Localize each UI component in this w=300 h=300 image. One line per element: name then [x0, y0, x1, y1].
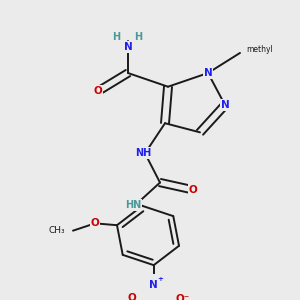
Text: CH₃: CH₃ — [48, 226, 65, 235]
Text: N: N — [204, 68, 212, 78]
Text: H: H — [112, 32, 120, 41]
Text: O: O — [189, 185, 197, 195]
Text: N: N — [220, 100, 230, 110]
Text: O⁻: O⁻ — [176, 294, 190, 300]
Text: O: O — [91, 218, 99, 228]
Text: HN: HN — [125, 200, 141, 210]
Text: +: + — [158, 276, 164, 282]
Text: O: O — [94, 86, 102, 96]
Text: N: N — [149, 280, 158, 290]
Text: NH: NH — [135, 148, 151, 158]
Text: H: H — [134, 32, 142, 41]
Text: methyl: methyl — [246, 45, 273, 54]
Text: O: O — [128, 293, 136, 300]
Text: N: N — [124, 42, 132, 52]
